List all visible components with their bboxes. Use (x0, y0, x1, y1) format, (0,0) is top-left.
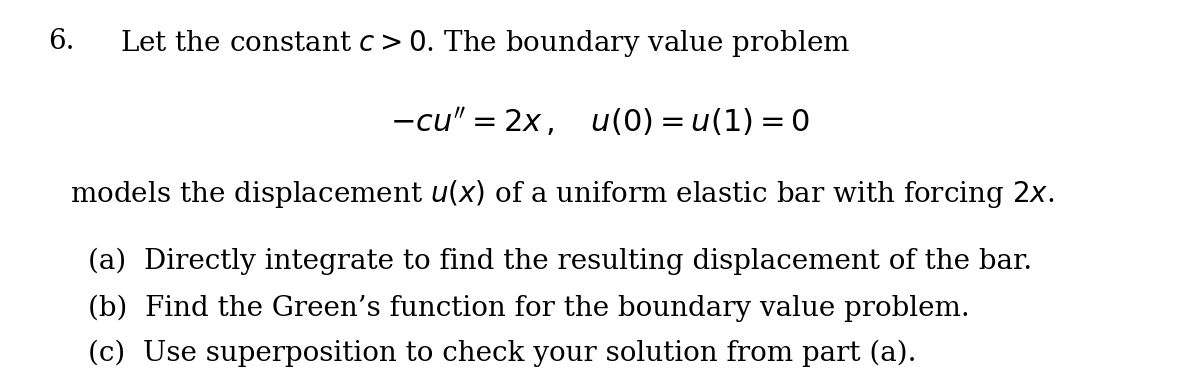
Text: (a)  Directly integrate to find the resulting displacement of the bar.: (a) Directly integrate to find the resul… (88, 248, 1032, 275)
Text: $-cu'' = 2x\,,\quad u(0) = u(1) = 0$: $-cu'' = 2x\,,\quad u(0) = u(1) = 0$ (390, 105, 810, 138)
Text: (c)  Use superposition to check your solution from part (a).: (c) Use superposition to check your solu… (88, 340, 917, 367)
Text: Let the constant $c > 0$. The boundary value problem: Let the constant $c > 0$. The boundary v… (120, 28, 850, 59)
Text: (b)  Find the Green’s function for the boundary value problem.: (b) Find the Green’s function for the bo… (88, 295, 970, 322)
Text: 6.: 6. (48, 28, 74, 55)
Text: models the displacement $u(x)$ of a uniform elastic bar with forcing $2x$.: models the displacement $u(x)$ of a unif… (70, 178, 1055, 210)
